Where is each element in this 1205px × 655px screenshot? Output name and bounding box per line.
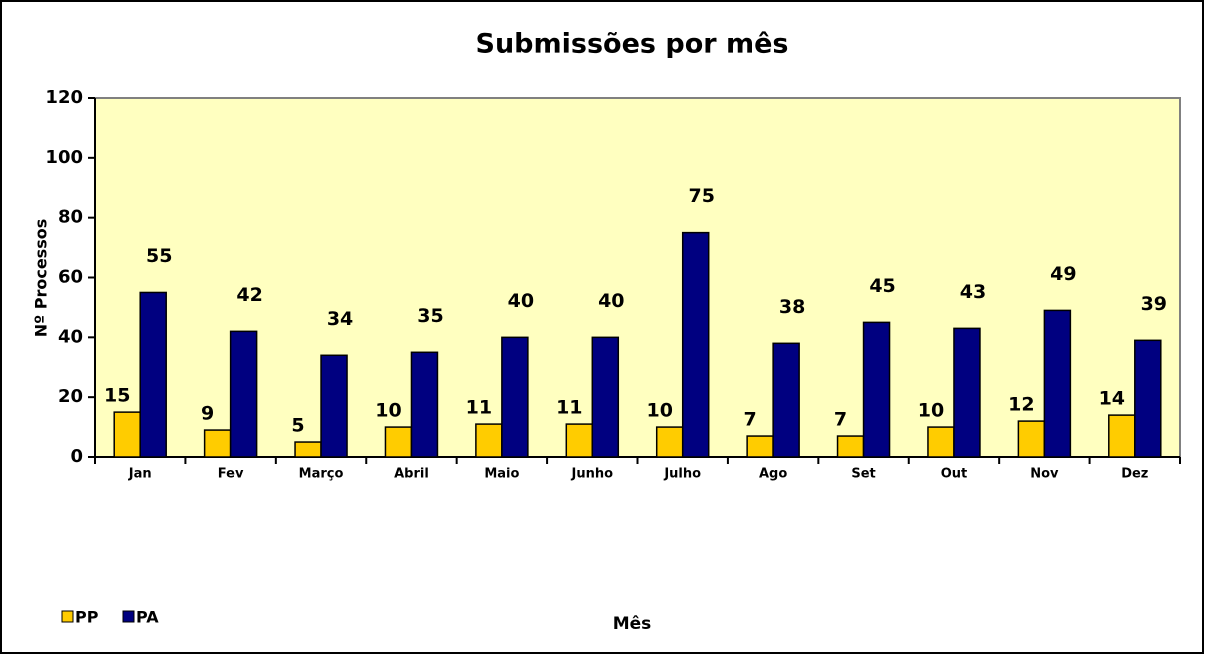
bar xyxy=(294,441,322,458)
plot-area xyxy=(94,97,1181,458)
data-label: 40 xyxy=(508,290,534,312)
y-tick-label: 20 xyxy=(58,386,83,407)
legend-label: PP xyxy=(75,608,99,627)
data-label: 5 xyxy=(291,415,304,437)
bar xyxy=(1043,309,1072,458)
data-label: 10 xyxy=(375,400,401,422)
data-label: 49 xyxy=(1050,263,1076,285)
legend-label: PA xyxy=(136,608,159,627)
x-tick-label: Jan xyxy=(128,467,152,482)
data-label: 10 xyxy=(918,400,944,422)
x-tick-label: Nov xyxy=(1030,467,1059,482)
bar xyxy=(113,411,141,458)
x-tick-label: Dez xyxy=(1121,467,1148,482)
bar xyxy=(1017,420,1046,458)
bar xyxy=(475,423,503,458)
x-tick-label: Julho xyxy=(663,467,701,482)
bar xyxy=(384,426,413,458)
bar xyxy=(1108,414,1136,458)
data-label: 43 xyxy=(960,281,986,303)
data-label: 45 xyxy=(869,275,895,297)
data-label: 11 xyxy=(466,397,492,419)
y-tick-label: 0 xyxy=(70,446,83,467)
y-tick-label: 60 xyxy=(58,267,83,288)
data-label: 12 xyxy=(1008,394,1034,416)
bar xyxy=(203,429,232,458)
x-tick-label: Março xyxy=(299,467,344,482)
y-tick-label: 80 xyxy=(58,207,83,228)
data-label: 9 xyxy=(201,403,214,425)
x-tick-label: Fev xyxy=(218,467,244,482)
x-tick-label: Ago xyxy=(759,467,787,482)
data-label: 7 xyxy=(744,409,757,431)
x-tick-label: Maio xyxy=(484,467,519,482)
bar xyxy=(655,426,684,458)
y-tick-label: 100 xyxy=(45,147,83,168)
data-label: 7 xyxy=(834,409,847,431)
bar xyxy=(229,330,258,458)
data-label: 40 xyxy=(598,290,624,312)
bar xyxy=(139,291,167,458)
legend-swatch xyxy=(122,610,135,623)
bar xyxy=(501,336,529,458)
data-label: 75 xyxy=(688,185,714,207)
data-label: 39 xyxy=(1141,293,1167,315)
data-label: 55 xyxy=(146,245,172,267)
bar xyxy=(410,351,439,458)
x-tick-label: Out xyxy=(941,467,968,482)
data-label: 38 xyxy=(779,296,805,318)
data-label: 35 xyxy=(417,305,443,327)
bar xyxy=(681,231,710,458)
bar xyxy=(591,336,620,458)
x-axis-title: Mês xyxy=(613,614,652,634)
data-label: 42 xyxy=(236,284,262,306)
bar xyxy=(927,426,955,458)
bar xyxy=(746,435,774,458)
bar xyxy=(320,354,348,458)
data-label: 14 xyxy=(1099,388,1125,410)
bar xyxy=(862,321,891,458)
y-tick-label: 40 xyxy=(58,326,83,347)
y-axis-title: Nº Processos xyxy=(32,219,51,338)
data-label: 15 xyxy=(104,385,130,407)
bar xyxy=(1134,339,1162,458)
chart-title: Submissões por mês xyxy=(476,29,789,60)
bar xyxy=(565,423,594,458)
y-tick-label: 120 xyxy=(45,87,83,108)
data-label: 10 xyxy=(646,400,672,422)
data-label: 34 xyxy=(327,308,353,330)
bar xyxy=(953,327,981,458)
bar xyxy=(836,435,865,458)
bar xyxy=(772,342,800,458)
x-tick-label: Junho xyxy=(571,467,614,482)
x-tick-label: Abril xyxy=(394,467,429,482)
data-label: 11 xyxy=(556,397,582,419)
x-tick-label: Set xyxy=(851,467,875,482)
legend-swatch xyxy=(61,610,74,623)
